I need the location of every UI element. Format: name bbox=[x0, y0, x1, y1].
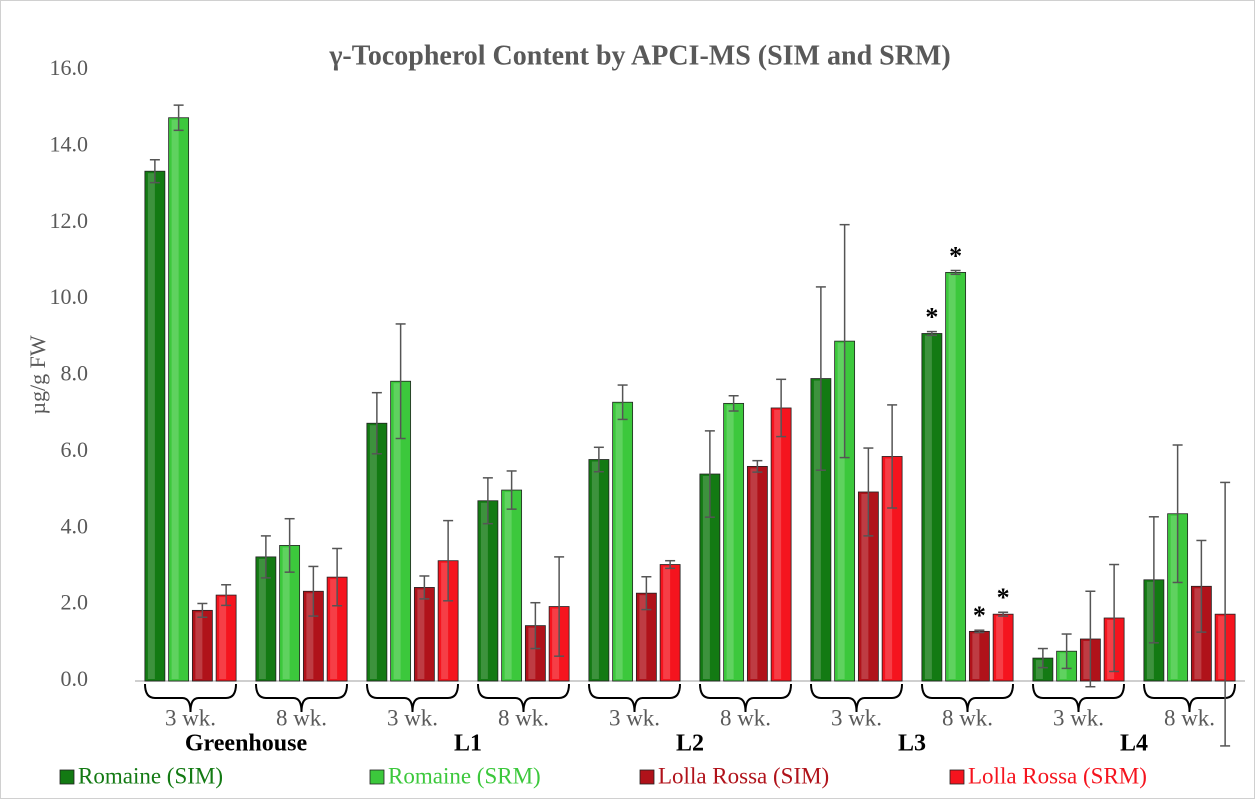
bar-highlight bbox=[726, 405, 734, 679]
x-tick-label: 8 wk. bbox=[942, 705, 993, 730]
annotation: * bbox=[997, 583, 1010, 612]
bar-highlight bbox=[948, 274, 956, 679]
bar-highlight bbox=[924, 335, 932, 679]
bar-highlight bbox=[330, 579, 338, 679]
y-tick-label: 4.0 bbox=[61, 513, 89, 538]
bar-highlight bbox=[813, 380, 821, 679]
bar-highlight bbox=[147, 173, 155, 679]
x-tick-label: 8 wk. bbox=[276, 705, 327, 730]
legend-label: Lolla Rossa (SIM) bbox=[658, 763, 829, 788]
legend-label: Romaine (SIM) bbox=[78, 763, 223, 788]
y-axis-label: µg/g FW bbox=[25, 335, 50, 415]
y-tick-label: 12.0 bbox=[50, 208, 89, 233]
bar-highlight bbox=[1170, 515, 1178, 679]
bar-highlight bbox=[639, 595, 647, 679]
category-brace bbox=[255, 683, 348, 713]
category-brace bbox=[1032, 683, 1125, 713]
bar-highlight bbox=[1035, 660, 1043, 679]
bar-highlight bbox=[282, 547, 290, 679]
group-label: L2 bbox=[676, 731, 704, 757]
legend-label: Lolla Rossa (SRM) bbox=[968, 763, 1147, 788]
bar-highlight bbox=[615, 404, 623, 679]
y-tick-label: 6.0 bbox=[61, 437, 89, 462]
x-tick-label: 3 wk. bbox=[1053, 705, 1104, 730]
chart-title: γ-Tocopherol Content by APCI-MS (SIM and… bbox=[328, 40, 950, 71]
category-brace bbox=[144, 683, 237, 713]
y-tick-label: 2.0 bbox=[61, 590, 89, 615]
x-tick-label: 3 wk. bbox=[165, 705, 216, 730]
group-label: Greenhouse bbox=[185, 731, 308, 757]
bar-highlight bbox=[258, 558, 266, 679]
legend-swatch bbox=[59, 769, 75, 785]
category-brace bbox=[477, 683, 570, 713]
x-tick-label: 8 wk. bbox=[498, 705, 549, 730]
x-tick-label: 3 wk. bbox=[387, 705, 438, 730]
group-label: L1 bbox=[454, 731, 482, 757]
category-brace bbox=[1143, 683, 1236, 713]
bar-highlight bbox=[417, 589, 425, 679]
x-tick-label: 3 wk. bbox=[831, 705, 882, 730]
bar-highlight bbox=[1083, 640, 1091, 679]
y-tick-label: 14.0 bbox=[50, 131, 89, 156]
bar-highlight bbox=[480, 502, 488, 679]
bar-highlight bbox=[528, 627, 536, 679]
category-brace bbox=[921, 683, 1014, 713]
bar-highlight bbox=[393, 383, 401, 679]
legend-label: Romaine (SRM) bbox=[388, 763, 541, 788]
group-label: L3 bbox=[898, 731, 926, 757]
group-label: L4 bbox=[1120, 731, 1148, 757]
bar-highlight bbox=[750, 468, 758, 679]
category-brace bbox=[366, 683, 459, 713]
annotation: * bbox=[949, 241, 962, 270]
bar-highlight bbox=[1218, 616, 1226, 679]
bar-highlight bbox=[1194, 588, 1202, 679]
bar-highlight bbox=[195, 612, 203, 679]
bar-highlight bbox=[702, 476, 710, 679]
x-tick-label: 8 wk. bbox=[720, 705, 771, 730]
bar-highlight bbox=[837, 343, 845, 679]
bar-highlight bbox=[996, 616, 1004, 679]
legend-swatch bbox=[639, 769, 655, 785]
legend-swatch bbox=[949, 769, 965, 785]
bar-highlight bbox=[1059, 653, 1067, 679]
x-tick-label: 3 wk. bbox=[609, 705, 660, 730]
bar-highlight bbox=[306, 593, 314, 679]
bar-highlight bbox=[663, 566, 671, 679]
category-brace bbox=[588, 683, 681, 713]
bar-highlight bbox=[972, 633, 980, 679]
category-brace bbox=[810, 683, 903, 713]
bar-highlight bbox=[1146, 581, 1154, 679]
bar-highlight bbox=[885, 458, 893, 679]
bar-highlight bbox=[171, 119, 179, 679]
bar-highlight bbox=[861, 493, 869, 679]
bar-highlight bbox=[552, 608, 560, 679]
y-tick-label: 0.0 bbox=[61, 666, 89, 691]
y-tick-label: 10.0 bbox=[50, 284, 89, 309]
y-tick-label: 8.0 bbox=[61, 361, 89, 386]
annotation: * bbox=[925, 303, 938, 332]
bar-highlight bbox=[441, 562, 449, 679]
bar-highlight bbox=[219, 597, 227, 679]
annotation: * bbox=[973, 601, 986, 630]
bar-highlight bbox=[504, 492, 512, 679]
bar-highlight bbox=[774, 409, 782, 679]
bar-highlight bbox=[1107, 619, 1115, 679]
category-brace bbox=[699, 683, 792, 713]
bar-highlight bbox=[591, 461, 599, 679]
x-tick-label: 8 wk. bbox=[1164, 705, 1215, 730]
bar-highlight bbox=[369, 425, 377, 679]
y-tick-label: 16.0 bbox=[50, 55, 89, 80]
legend-swatch bbox=[369, 769, 385, 785]
